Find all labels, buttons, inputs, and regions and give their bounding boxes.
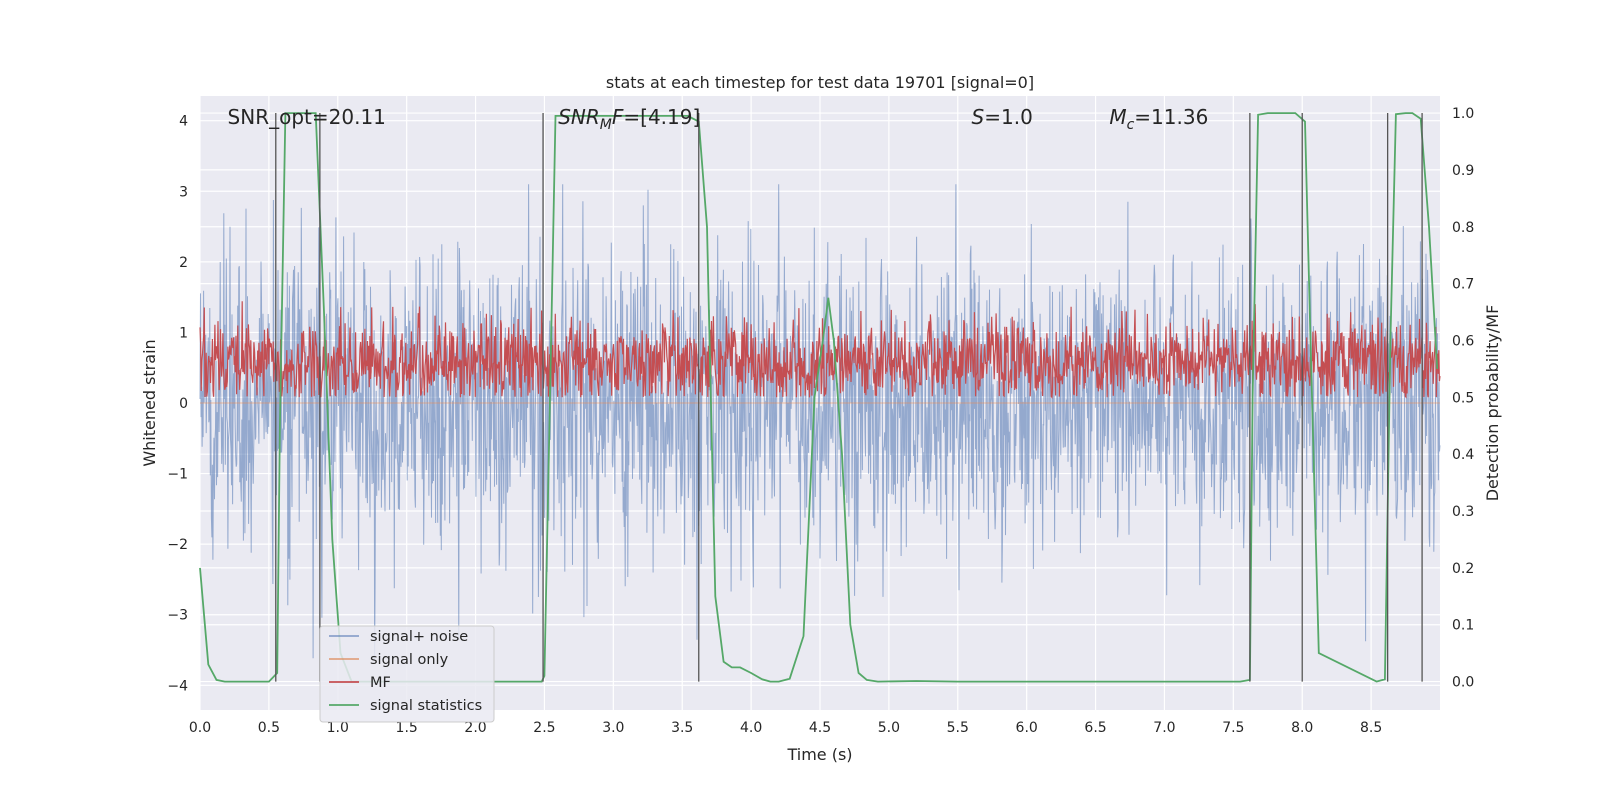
x-tick-label: 8.0 [1291, 720, 1313, 736]
annotations: SNR_opt=20.11 SNRMF=[4.19] S=1.0 Mc=11.36 [228, 105, 1209, 133]
series-signal-statistics-line [199, 112, 1439, 683]
left-y-tick-label: −2 [167, 537, 188, 553]
left-y-tick-label: 3 [179, 184, 188, 200]
x-tick-label: 4.0 [740, 720, 762, 736]
right-y-tick-label: 0.6 [1452, 333, 1474, 349]
series-mf-line [199, 301, 1441, 400]
annotation-s: S=1.0 [972, 105, 1033, 129]
right-y-tick-label: 1.0 [1452, 106, 1474, 122]
x-axis-label: Time (s) [786, 745, 852, 764]
x-tick-label: 6.0 [1016, 720, 1038, 736]
right-y-tick-label: 0.5 [1452, 390, 1474, 406]
left-y-tick-label: 4 [179, 114, 188, 130]
right-y-axis-label: Detection probability/MF [1483, 305, 1502, 502]
legend-label: signal only [370, 652, 449, 668]
left-y-tick-label: 1 [179, 325, 188, 341]
x-tick-label: 5.5 [947, 720, 969, 736]
x-tick-label: 8.5 [1360, 720, 1382, 736]
right-y-tick-label: 0.7 [1452, 277, 1474, 293]
right-y-tick-label: 0.1 [1452, 618, 1474, 634]
left-y-tick-label: −4 [167, 678, 188, 694]
x-tick-label: 2.0 [464, 720, 486, 736]
x-tick-label: 1.0 [327, 720, 349, 736]
annotation-mc: Mc=11.36 [1109, 105, 1208, 133]
x-tick-label: 2.5 [533, 720, 555, 736]
x-tick-label: 0.5 [258, 720, 280, 736]
right-y-tick-label: 0.8 [1452, 220, 1474, 236]
right-y-tick-label: 0.9 [1452, 163, 1474, 179]
legend: signal+ noise signal only MF signal statist… [319, 625, 495, 723]
legend-label: MF [370, 675, 391, 691]
x-tick-label: 7.0 [1153, 720, 1175, 736]
x-tick-label: 3.0 [602, 720, 624, 736]
left-y-tick-label: 0 [179, 396, 188, 412]
x-tick-label: 1.5 [396, 720, 418, 736]
legend-label: signal statistics [370, 698, 482, 714]
legend-label: signal+ noise [370, 629, 468, 645]
legend-box [319, 625, 495, 723]
left-y-tick-label: 2 [179, 255, 188, 271]
right-y-tick-label: 0.2 [1452, 561, 1474, 577]
left-y-axis-label: Whitened strain [140, 339, 159, 466]
x-tick-label: 6.5 [1084, 720, 1106, 736]
right-y-tick-label: 0.3 [1452, 504, 1474, 520]
series-layer [199, 112, 1441, 683]
x-tick-label: 0.0 [189, 720, 211, 736]
left-y-tick-label: −1 [167, 467, 188, 483]
x-tick-label: 5.0 [878, 720, 900, 736]
x-tick-label: 3.5 [671, 720, 693, 736]
vertical-markers [275, 113, 1423, 682]
right-y-tick-label: 0.0 [1452, 675, 1474, 691]
x-tick-label: 4.5 [809, 720, 831, 736]
x-tick-label: 7.5 [1222, 720, 1244, 736]
annotation-snr-opt: SNR_opt=20.11 [228, 105, 386, 129]
right-y-tick-label: 0.4 [1452, 447, 1474, 463]
left-y-tick-label: −3 [167, 608, 188, 624]
tick-labels: 0.0 0.5 1.0 1.5 2.0 2.5 3.0 3.5 4.0 4.5 5.0 5.5 6.0 6… [167, 106, 1474, 736]
annotation-snr-mf: SNRMF=[4.19] [558, 105, 700, 133]
series-signal-noise-line [199, 184, 1441, 662]
chart-title: stats at each timestep for test data 197… [606, 73, 1034, 92]
